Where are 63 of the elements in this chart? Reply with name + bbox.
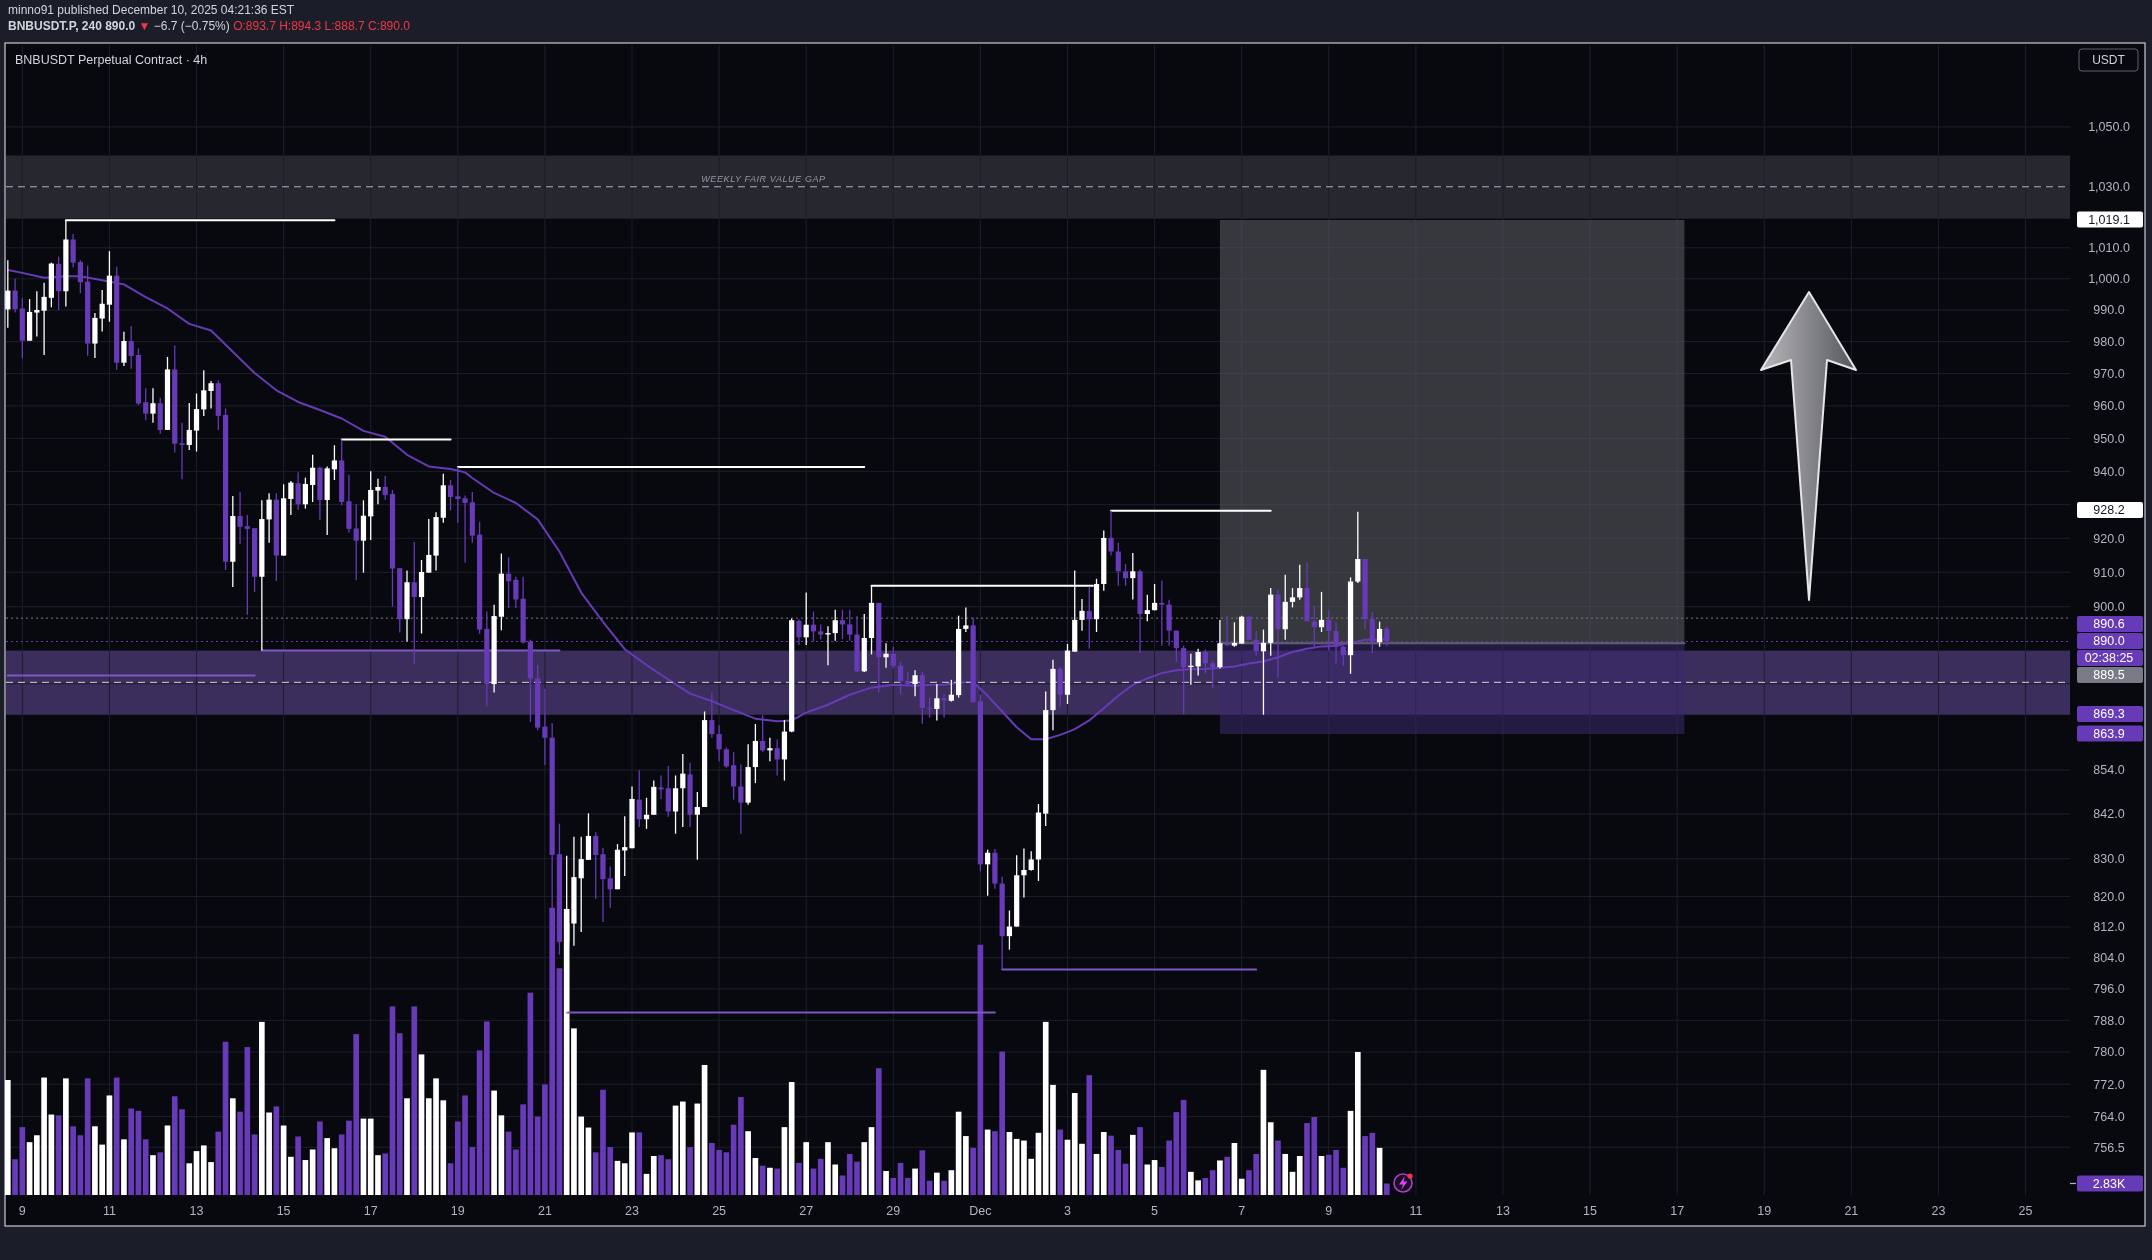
x-tick-label: 17 (1670, 1204, 1685, 1219)
x-tick-label: 27 (799, 1204, 814, 1219)
y2-tick-label: 2.83K (2092, 1176, 2126, 1191)
y-tick-label: 764.0 (2093, 1109, 2125, 1124)
x-tick-label: 17 (363, 1204, 378, 1219)
y-tick-label: 920.0 (2093, 531, 2125, 546)
text: 863.9 (2093, 726, 2125, 741)
x-tick-label: 23 (1931, 1204, 1946, 1219)
y-tick-label: 900.0 (2093, 600, 2125, 615)
x-tick-label: 13 (189, 1204, 204, 1219)
x-tick-label: 25 (2018, 1204, 2033, 1219)
y-tick-label: 970.0 (2093, 366, 2125, 381)
y-tick-label: 950.0 (2093, 431, 2125, 446)
y-tick-label: 1,000.0 (2088, 272, 2130, 287)
x-tick-label: 15 (276, 1204, 291, 1219)
x-tick-label: 9 (18, 1204, 26, 1219)
x-tick-label: Dec (969, 1204, 992, 1219)
x-tick-label: 11 (1409, 1204, 1423, 1219)
text: 928.2 (2093, 503, 2125, 518)
x-tick-label: 5 (1151, 1204, 1159, 1219)
y-tick-label: 990.0 (2093, 303, 2125, 318)
text: 869.3 (2093, 707, 2125, 722)
y-tick-label: 842.0 (2093, 807, 2125, 822)
y-tick-label: 772.0 (2093, 1077, 2125, 1092)
y-tick-label: 796.0 (2093, 982, 2125, 997)
x-tick-label: 29 (886, 1204, 901, 1219)
text: minno91 published December 10, 2025 04:21:36 EST (8, 3, 295, 17)
y-tick-label: 1,030.0 (2088, 180, 2130, 195)
chart-subtitle: BNBUSDT.P, 240 890.0 ▼ −6.7 (−0.75%) O:893.7 H:894.3 L:888.7 C:890.0 (8, 19, 411, 33)
y-tick-label: 910.0 (2093, 565, 2125, 580)
x-tick-label: 3 (1064, 1204, 1072, 1219)
x-tick-label: 15 (1583, 1204, 1598, 1219)
y-tick-label: 756.5 (2093, 1140, 2125, 1155)
text: 889.5 (2093, 668, 2125, 683)
y-axis-title: USDT (2092, 53, 2126, 68)
y-tick-label: 940.0 (2093, 464, 2125, 479)
x-tick-label: 23 (625, 1204, 639, 1219)
y-tick-label: 788.0 (2093, 1013, 2125, 1028)
x-tick-label: 7 (1238, 1204, 1246, 1219)
text: 890.6 (2093, 617, 2125, 632)
x-tick-label: 21 (537, 1204, 552, 1219)
y-tick-label: 830.0 (2093, 852, 2125, 867)
text: BNBUSDT Perpetual Contract · 4h (15, 53, 208, 68)
x-tick-label: 13 (1496, 1204, 1510, 1219)
y-tick-label: 780.0 (2093, 1045, 2125, 1060)
y-tick-label: 804.0 (2093, 951, 2125, 966)
x-tick-label: 9 (1325, 1204, 1333, 1219)
x-tick-label: 21 (1844, 1204, 1859, 1219)
y-tick-label: 854.0 (2093, 763, 2125, 778)
y-tick-label: 1,010.0 (2088, 241, 2130, 256)
text: 02:38:25 (2084, 651, 2134, 666)
y-tick-label: 960.0 (2093, 399, 2125, 414)
ref-line-label: WEEKLY FAIR VALUE GAP (701, 173, 826, 184)
y-tick-label: 812.0 (2093, 920, 2125, 935)
x-tick-label: 25 (712, 1204, 727, 1219)
text: 890.0 (2093, 634, 2125, 649)
x-tick-label: 11 (102, 1204, 116, 1219)
x-tick-label: 19 (450, 1204, 465, 1219)
y-tick-label: 980.0 (2093, 335, 2125, 350)
y-tick-label: 1,050.0 (2088, 120, 2130, 135)
text: 1,019.1 (2088, 212, 2130, 227)
y-tick-label: 820.0 (2093, 889, 2125, 904)
x-tick-label: 19 (1757, 1204, 1772, 1219)
